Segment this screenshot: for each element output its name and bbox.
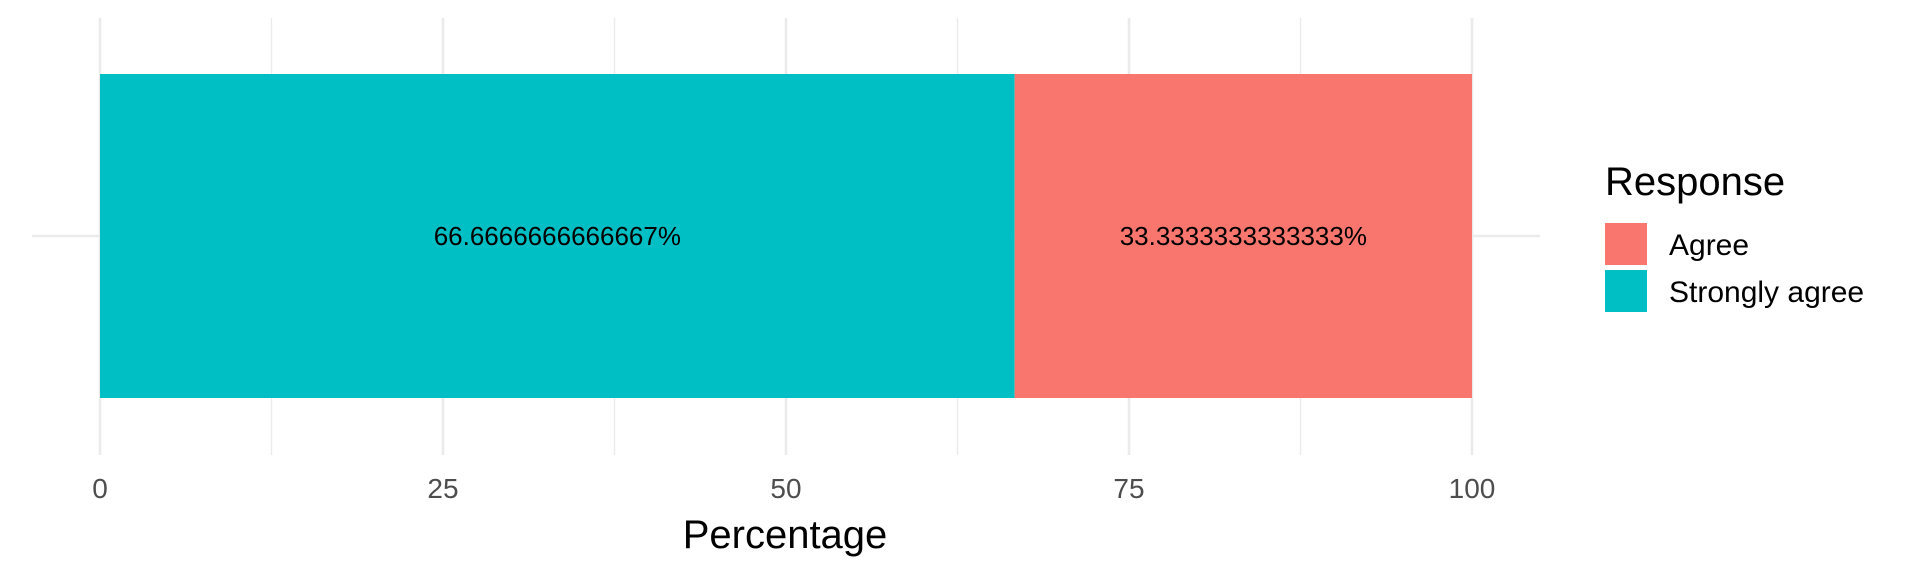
bar-segment-strongly-agree [100, 74, 1015, 398]
x-tick-label: 25 [427, 473, 458, 504]
x-tick-label: 100 [1449, 473, 1496, 504]
x-axis-title: Percentage [683, 513, 888, 557]
legend-label-agree: Agree [1669, 229, 1749, 262]
x-tick-label: 0 [92, 473, 108, 504]
x-tick-label: 75 [1113, 473, 1144, 504]
legend-key-strongly-agree [1605, 270, 1647, 312]
bars [100, 74, 1472, 398]
legend-items: Agree Strongly agree [1605, 223, 1864, 312]
x-axis-ticks: 0 25 50 75 100 [92, 473, 1495, 504]
legend-key-agree [1605, 223, 1647, 265]
x-tick-label: 50 [770, 473, 801, 504]
bar-segment-agree [1014, 74, 1472, 398]
data-labels: 66.6666666666667% 33.3333333333333% [434, 221, 1367, 251]
data-label-agree: 33.3333333333333% [1120, 221, 1367, 251]
legend-title: Response [1605, 160, 1785, 204]
data-label-strongly-agree: 66.6666666666667% [434, 221, 681, 251]
legend: Response Agree Strongly agree [1605, 160, 1864, 312]
legend-label-strongly-agree: Strongly agree [1669, 276, 1864, 309]
